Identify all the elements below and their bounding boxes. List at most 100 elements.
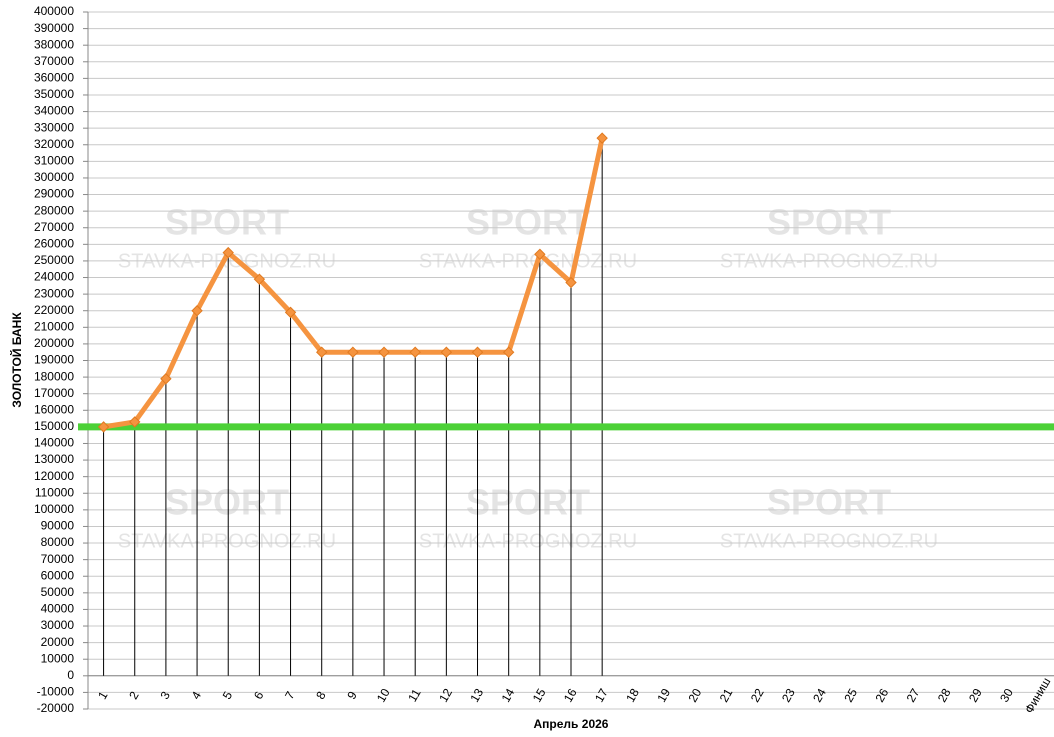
y-tick-label: 200000 — [34, 336, 74, 350]
x-tick-label: 5 — [220, 689, 236, 702]
y-tick-label: 220000 — [34, 303, 74, 317]
watermark: STAVKA-PROGNOZ.RU — [419, 530, 637, 552]
y-tick-label: 70000 — [41, 552, 75, 566]
y-tick-label: 330000 — [34, 120, 74, 134]
y-tick-label: 20000 — [41, 635, 75, 649]
point — [222, 246, 234, 259]
y-tick-label: 210000 — [34, 319, 74, 333]
x-tick-label: 30 — [997, 686, 1016, 705]
x-tick-label: 4 — [189, 689, 205, 702]
y-tick-label: 180000 — [34, 369, 74, 383]
x-tick-label: 10 — [374, 686, 393, 705]
y-tick-label: 170000 — [34, 386, 74, 400]
x-tick-label: 2 — [126, 689, 142, 702]
y-tick-label: -20000 — [37, 701, 75, 715]
y-tick-label: 30000 — [41, 618, 75, 632]
x-tick-label: 29 — [966, 686, 985, 705]
x-tick-label: 8 — [313, 689, 329, 702]
y-tick-label: 250000 — [34, 253, 74, 267]
point — [471, 346, 484, 358]
y-tick-label: 380000 — [34, 37, 74, 51]
x-tick-label: 19 — [654, 686, 673, 705]
watermark: SPORT — [165, 482, 289, 523]
x-tick-label: 11 — [405, 686, 424, 704]
watermark: STAVKA-PROGNOZ.RU — [720, 530, 938, 552]
y-tick-label: 340000 — [34, 104, 74, 118]
y-tick-label: 300000 — [34, 170, 74, 184]
y-tick-label: 240000 — [34, 270, 74, 284]
y-tick-label: 0 — [67, 668, 74, 682]
y-tick-label: -10000 — [37, 685, 75, 699]
y-tick-label: 150000 — [34, 419, 74, 433]
x-tick-label: Финиш — [1022, 675, 1054, 716]
y-tick-label: 110000 — [35, 485, 74, 499]
y-tick-label: 390000 — [34, 21, 74, 35]
x-tick-label: 24 — [810, 686, 829, 705]
point — [596, 132, 608, 144]
x-tick-label: 23 — [779, 686, 798, 705]
y-tick-label: 130000 — [34, 452, 74, 466]
x-tick-label: 22 — [748, 686, 767, 705]
point — [284, 306, 297, 319]
x-tick-label: 16 — [561, 686, 580, 705]
x-tick-label: 1 — [95, 689, 111, 702]
y-tick-label: 350000 — [34, 87, 74, 101]
point — [160, 373, 172, 385]
y-tick-label: 40000 — [41, 602, 75, 616]
watermark: SPORT — [466, 482, 590, 523]
watermark: STAVKA-PROGNOZ.RU — [118, 530, 336, 552]
y-axis-label: ЗОЛОТОЙ БАНК — [9, 312, 24, 408]
y-tick-label: 100000 — [34, 502, 74, 516]
y-tick-label: 90000 — [41, 519, 75, 533]
y-tick-label: 370000 — [34, 54, 74, 68]
point — [253, 273, 266, 285]
x-axis-label: Апрель 2026 — [534, 717, 609, 731]
point — [534, 248, 546, 260]
y-tick-label: 190000 — [34, 353, 74, 367]
point — [97, 421, 110, 433]
x-tick-label: 27 — [904, 686, 923, 705]
y-tick-label: 270000 — [34, 220, 74, 234]
point — [378, 346, 390, 358]
y-tick-label: 290000 — [34, 187, 74, 201]
x-tick-label: 18 — [623, 686, 642, 705]
x-tick-label: 3 — [157, 689, 173, 702]
x-tick-label: 6 — [251, 689, 267, 702]
point — [316, 346, 328, 358]
point — [409, 346, 421, 358]
y-tick-label: 320000 — [34, 137, 74, 151]
x-tick-label: 14 — [499, 686, 518, 705]
point — [502, 346, 515, 358]
x-tick-label: 25 — [841, 686, 860, 705]
y-tick-label: 280000 — [34, 203, 74, 217]
point — [191, 305, 203, 317]
y-tick-label: 80000 — [41, 535, 75, 549]
point — [440, 346, 453, 358]
point — [129, 416, 141, 428]
x-tick-label: 20 — [686, 686, 705, 705]
x-tick-label: 7 — [282, 689, 298, 702]
x-tick-label: 12 — [436, 686, 455, 705]
watermark: SPORT — [165, 202, 289, 243]
x-tick-label: 9 — [344, 689, 360, 702]
y-tick-label: 310000 — [34, 154, 74, 168]
x-tick-label: 28 — [935, 686, 954, 705]
y-tick-label: 260000 — [34, 237, 74, 251]
y-tick-label: 140000 — [34, 436, 74, 450]
x-tick-label: 17 — [592, 686, 611, 705]
x-tick-label: 21 — [717, 686, 736, 705]
y-tick-label: 120000 — [34, 469, 74, 483]
watermark: SPORT — [767, 482, 891, 523]
y-tick-label: 160000 — [34, 402, 74, 416]
x-tick-label: 15 — [530, 686, 549, 705]
y-tick-label: 60000 — [41, 568, 75, 582]
y-tick-label: 400000 — [34, 4, 74, 18]
y-tick-label: 50000 — [41, 585, 75, 599]
y-tick-label: 360000 — [34, 71, 74, 85]
watermark: SPORT — [767, 202, 891, 243]
x-tick-label: 26 — [872, 686, 891, 705]
y-tick-label: 10000 — [41, 651, 75, 665]
point — [347, 346, 359, 358]
y-tick-label: 230000 — [34, 286, 74, 300]
